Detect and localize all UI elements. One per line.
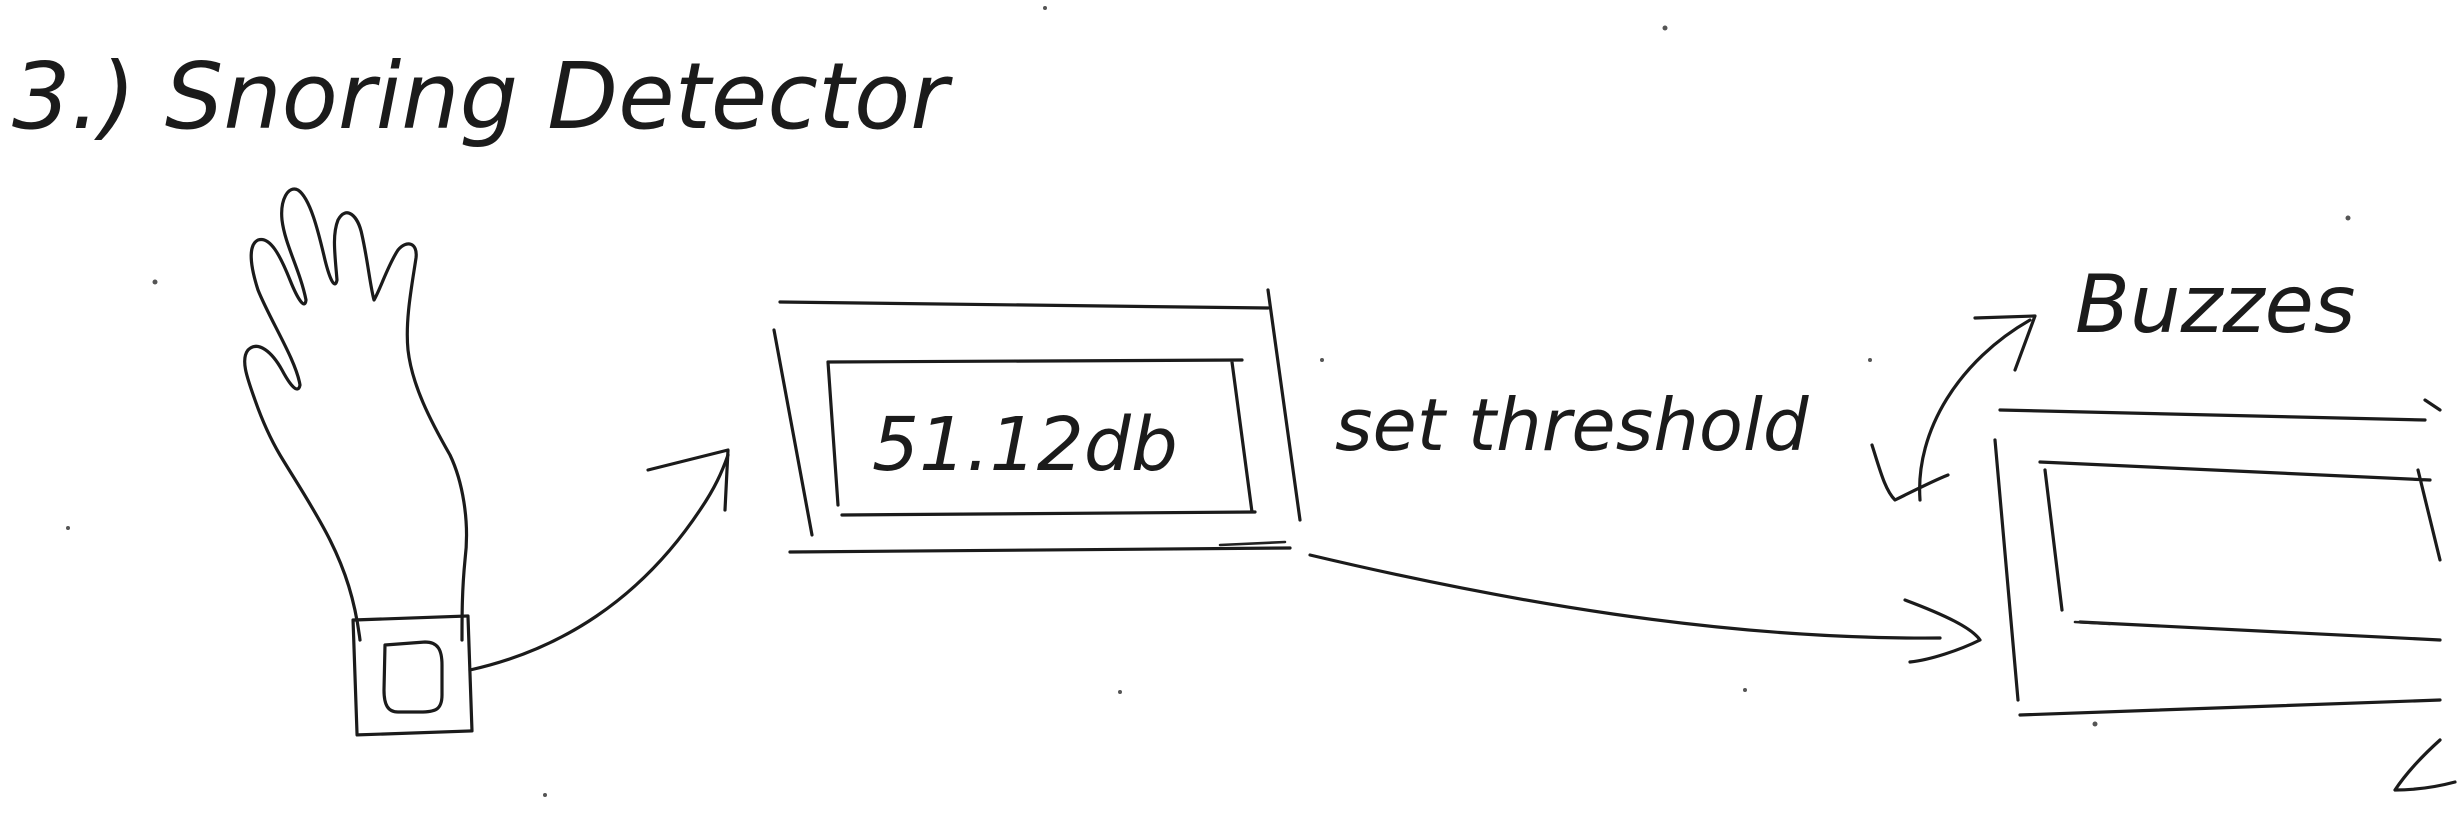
decibel-display-unit: 51.12db [772,288,1302,554]
receiver-device [1993,398,2442,717]
display-reading: 51.12db [872,402,1178,488]
display-inner-screen [826,358,1257,517]
arrow-sensor-to-display [468,448,730,672]
wristband [351,614,474,737]
paper-specks [66,6,2351,797]
arrow-bottom-right [2393,738,2457,792]
diagram-title: 3.) Snoring Detector [12,43,953,150]
arrow-display-to-device [1308,553,1982,664]
wrist-sensor-screen [382,640,444,714]
hand-with-wrist-sensor [243,187,474,737]
arrow-to-buzzer [1870,314,2037,502]
hand-outline [243,187,469,642]
receiver-inner-screen [2038,460,2442,642]
receiver-outer-frame [1993,398,2442,717]
buzzer-label: Buzzes [2075,258,2355,351]
threshold-label: set threshold [1335,383,1810,467]
display-outer-frame [772,288,1302,554]
